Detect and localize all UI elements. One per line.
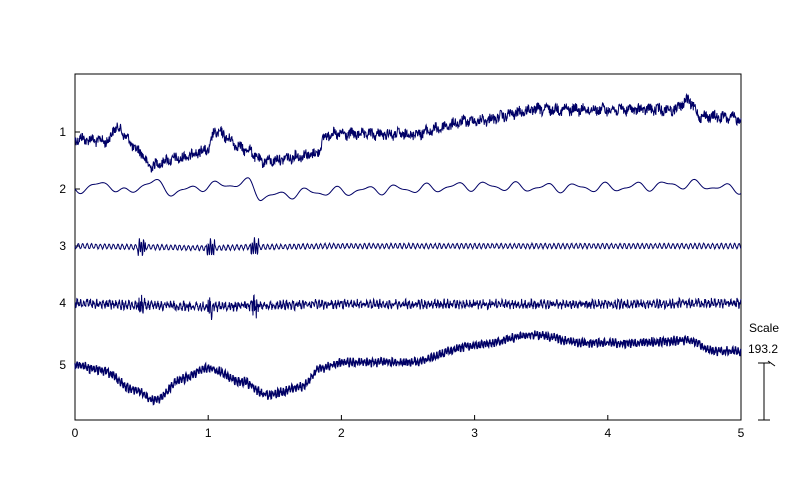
x-tick-label: 0 xyxy=(72,426,79,440)
trace-1 xyxy=(74,92,742,173)
scale-bar-marker xyxy=(767,360,776,367)
scale-value: 193.2 xyxy=(748,342,778,356)
trace-2 xyxy=(74,177,742,202)
x-tick-label: 4 xyxy=(604,426,611,440)
trace-5 xyxy=(74,330,742,406)
y-tick-label: 3 xyxy=(59,239,66,253)
y-tick-label: 4 xyxy=(59,296,66,310)
x-tick-label: 1 xyxy=(205,426,212,440)
y-axis: 1 2 3 4 5 xyxy=(59,125,80,372)
x-tick-label: 3 xyxy=(471,426,478,440)
trace-3 xyxy=(74,237,742,256)
traces xyxy=(74,92,742,406)
scale-label: Scale xyxy=(749,321,779,335)
x-tick-label: 2 xyxy=(338,426,345,440)
x-tick-label: 5 xyxy=(738,426,745,440)
x-axis: 0 1 2 3 4 5 xyxy=(72,415,745,440)
y-tick-label: 1 xyxy=(59,125,66,139)
trace-4 xyxy=(74,294,742,320)
y-tick-label: 2 xyxy=(59,182,66,196)
y-tick-label: 5 xyxy=(59,358,66,372)
scale-bar: Scale 193.2 xyxy=(748,321,779,421)
